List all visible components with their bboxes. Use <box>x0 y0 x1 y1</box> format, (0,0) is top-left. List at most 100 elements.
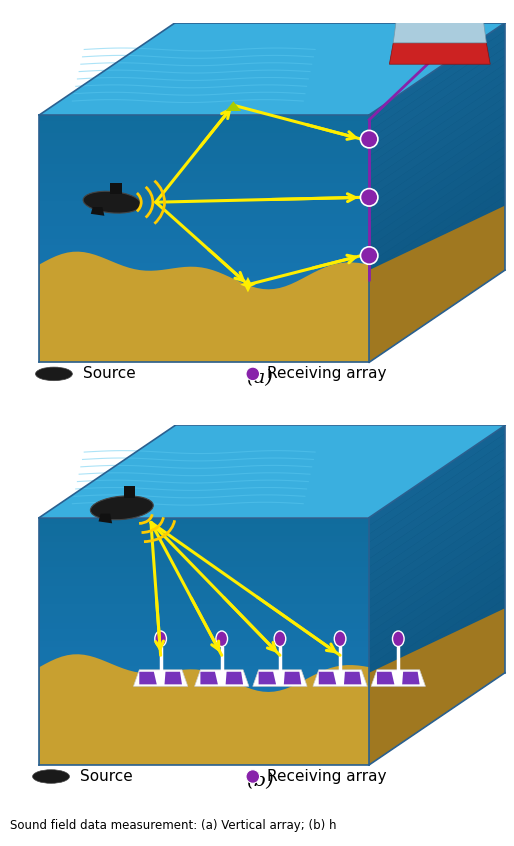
Polygon shape <box>259 672 276 684</box>
Bar <box>40 734 369 740</box>
Polygon shape <box>195 670 249 686</box>
Bar <box>40 580 369 585</box>
Bar <box>40 146 369 152</box>
Polygon shape <box>369 450 505 551</box>
Text: Source: Source <box>80 769 133 784</box>
Bar <box>40 690 369 697</box>
Polygon shape <box>369 23 505 362</box>
Bar <box>40 338 369 343</box>
Bar <box>40 207 369 214</box>
Polygon shape <box>369 648 505 749</box>
Bar <box>40 672 369 678</box>
Polygon shape <box>369 541 505 641</box>
Polygon shape <box>369 204 505 305</box>
Bar <box>40 233 369 239</box>
Polygon shape <box>369 492 505 591</box>
Polygon shape <box>313 670 367 686</box>
Polygon shape <box>40 251 369 362</box>
Bar <box>40 555 369 561</box>
Polygon shape <box>40 654 369 765</box>
Bar <box>40 288 369 294</box>
Polygon shape <box>369 89 505 190</box>
Polygon shape <box>369 426 505 525</box>
Bar <box>40 121 369 127</box>
Bar <box>448 3 454 8</box>
Ellipse shape <box>32 770 69 783</box>
Bar <box>459 3 466 8</box>
Bar <box>40 158 369 164</box>
Bar <box>40 703 369 709</box>
Polygon shape <box>371 670 426 686</box>
Text: Source: Source <box>83 366 136 382</box>
Polygon shape <box>369 254 505 354</box>
Polygon shape <box>40 23 505 115</box>
Polygon shape <box>369 508 505 608</box>
Polygon shape <box>369 237 505 338</box>
Polygon shape <box>319 672 336 684</box>
Bar <box>40 654 369 660</box>
Polygon shape <box>139 672 157 684</box>
Polygon shape <box>369 574 505 674</box>
Polygon shape <box>284 672 301 684</box>
Polygon shape <box>164 672 182 684</box>
Polygon shape <box>369 146 505 247</box>
Bar <box>40 666 369 672</box>
Bar <box>40 561 369 567</box>
Bar <box>413 0 467 14</box>
Polygon shape <box>369 72 505 173</box>
Ellipse shape <box>90 496 153 519</box>
Bar <box>40 536 369 542</box>
Polygon shape <box>369 549 505 650</box>
Bar <box>40 270 369 276</box>
Polygon shape <box>369 624 505 723</box>
Polygon shape <box>369 31 505 131</box>
Polygon shape <box>369 500 505 600</box>
Polygon shape <box>369 483 505 584</box>
Polygon shape <box>200 672 218 684</box>
Bar <box>40 524 369 530</box>
Text: (b): (b) <box>246 772 273 790</box>
Bar <box>40 171 369 177</box>
Polygon shape <box>369 640 505 740</box>
Polygon shape <box>134 670 188 686</box>
Polygon shape <box>377 672 394 684</box>
Bar <box>40 542 369 548</box>
Ellipse shape <box>274 631 286 646</box>
Bar <box>40 716 369 722</box>
Polygon shape <box>369 434 505 534</box>
Bar <box>40 610 369 617</box>
Bar <box>40 195 369 201</box>
Bar <box>40 257 369 263</box>
Bar <box>40 134 369 140</box>
Bar <box>40 164 369 171</box>
Circle shape <box>246 770 260 783</box>
Bar <box>40 332 369 338</box>
Polygon shape <box>369 607 505 707</box>
Bar <box>40 356 369 362</box>
Bar <box>40 752 369 759</box>
Bar <box>40 740 369 746</box>
Polygon shape <box>369 475 505 575</box>
Polygon shape <box>369 155 505 255</box>
Bar <box>40 585 369 591</box>
Polygon shape <box>402 672 419 684</box>
Bar <box>40 617 369 623</box>
Polygon shape <box>369 262 505 362</box>
Polygon shape <box>369 39 505 140</box>
Bar <box>40 629 369 635</box>
Bar <box>40 226 369 233</box>
Polygon shape <box>369 516 505 617</box>
Polygon shape <box>369 212 505 313</box>
Bar <box>40 746 369 752</box>
Polygon shape <box>369 196 505 296</box>
Bar <box>40 115 369 121</box>
Bar <box>40 313 369 319</box>
Bar <box>40 325 369 332</box>
Bar <box>40 282 369 288</box>
Bar <box>40 728 369 734</box>
Text: Sound field data measurement: (a) Vertical array; (b) h: Sound field data measurement: (a) Vertic… <box>10 819 337 832</box>
Polygon shape <box>369 229 505 329</box>
Polygon shape <box>369 23 505 124</box>
Polygon shape <box>393 14 486 43</box>
Polygon shape <box>99 514 112 524</box>
